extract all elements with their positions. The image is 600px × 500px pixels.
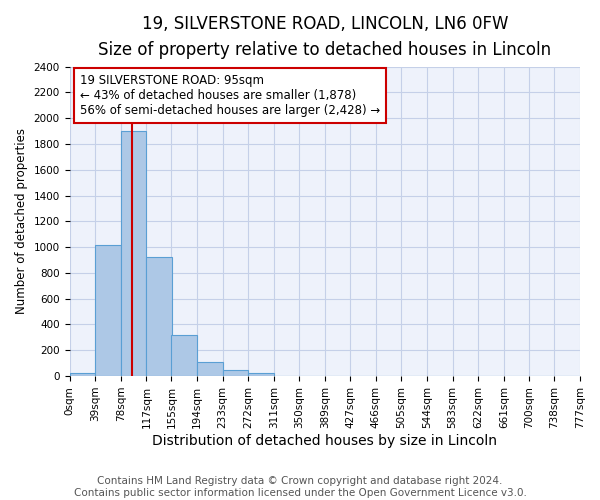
Bar [70, 373, 95, 376]
Bar [121, 131, 146, 376]
Bar [95, 244, 121, 376]
Text: 19 SILVERSTONE ROAD: 95sqm
← 43% of detached houses are smaller (1,878)
56% of s: 19 SILVERSTONE ROAD: 95sqm ← 43% of deta… [80, 74, 380, 118]
Bar [248, 373, 274, 376]
Text: Contains HM Land Registry data © Crown copyright and database right 2024.
Contai: Contains HM Land Registry data © Crown c… [74, 476, 526, 498]
X-axis label: Distribution of detached houses by size in Lincoln: Distribution of detached houses by size … [152, 434, 497, 448]
Bar [223, 370, 248, 376]
Bar [172, 336, 197, 376]
Bar [146, 258, 172, 376]
Bar [197, 362, 223, 376]
Title: 19, SILVERSTONE ROAD, LINCOLN, LN6 0FW
Size of property relative to detached hou: 19, SILVERSTONE ROAD, LINCOLN, LN6 0FW S… [98, 15, 551, 60]
Y-axis label: Number of detached properties: Number of detached properties [15, 128, 28, 314]
